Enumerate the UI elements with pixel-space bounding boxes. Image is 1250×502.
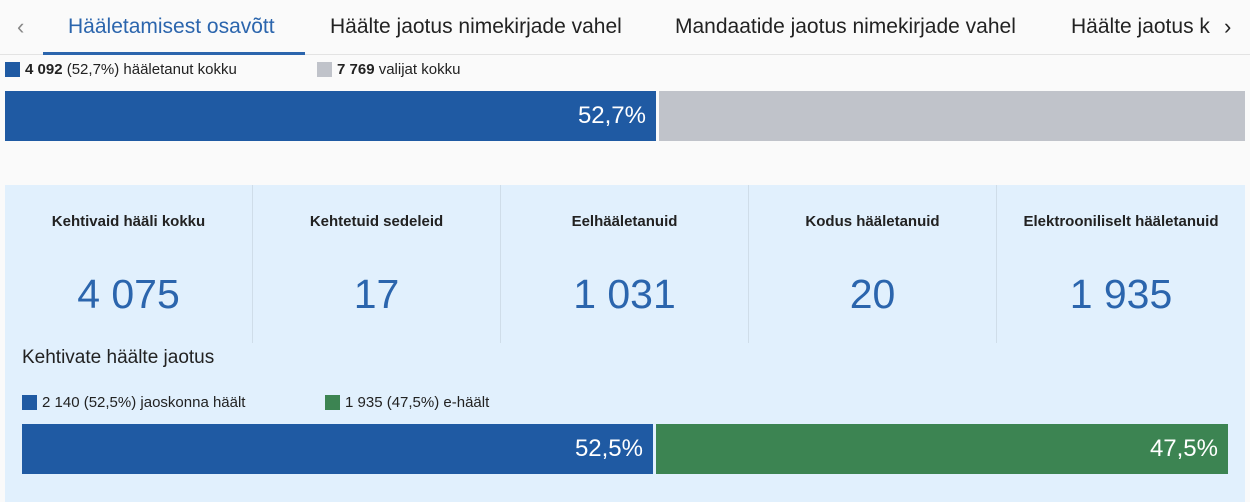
stat-title: Eelhääletanuid xyxy=(571,213,678,230)
stat-valid-votes: Kehtivaid hääli kokku 4 075 xyxy=(5,185,253,343)
stat-home-voters: Kodus hääletanuid 20 xyxy=(749,185,997,343)
stat-invalid-ballots: Kehtetuid sedeleid 17 xyxy=(253,185,501,343)
legend-precinct: 2 140 (52,5%) jaoskonna häält xyxy=(22,394,245,411)
stat-early-voters: Eelhääletanuid 1 031 xyxy=(501,185,749,343)
turnout-bar-rest xyxy=(659,91,1245,141)
active-tab-indicator xyxy=(43,52,305,55)
split-bar-e-votes: 47,5% xyxy=(656,424,1228,474)
voted-count: 4 092 xyxy=(25,61,63,78)
precinct-bar-label: 52,5% xyxy=(574,435,643,462)
stats-panel: Kehtivaid hääli kokku 4 075 Kehtetuid sed… xyxy=(5,185,1245,502)
legend-swatch-voted xyxy=(5,62,20,77)
stat-value: 1 031 xyxy=(573,271,676,317)
stat-title: Kehtetuid sedeleid xyxy=(309,213,444,230)
tab-turnout[interactable]: Hääletamisest osavõtt xyxy=(68,15,275,38)
chevron-right-icon[interactable]: › xyxy=(1218,14,1238,40)
split-bar-precinct: 52,5% xyxy=(22,424,653,474)
turnout-bar-voted: 52,7% xyxy=(5,91,656,141)
legend-voted: 4 092 (52,7%) hääletanut kokku xyxy=(5,61,237,78)
total-label: valijat kokku xyxy=(378,61,461,78)
stat-title: Elektrooniliselt hääletanuid xyxy=(1023,213,1219,230)
legend-swatch-e-votes xyxy=(325,395,340,410)
stat-value: 20 xyxy=(849,271,896,317)
tab-votes-by[interactable]: Häälte jaotus k xyxy=(1071,15,1210,38)
voted-label: (52,7%) hääletanut kokku xyxy=(66,61,237,78)
e-votes-bar-label: 47,5% xyxy=(1149,435,1218,462)
chevron-left-icon[interactable]: ‹ xyxy=(17,14,25,39)
precinct-legend-label: 2 140 (52,5%) jaoskonna häält xyxy=(42,394,246,411)
stat-value: 1 935 xyxy=(1069,271,1173,317)
legend-total: 7 769 valijat kokku xyxy=(317,61,460,78)
stat-electronic-voters: Elektrooniliselt hääletanuid 1 935 xyxy=(997,185,1245,343)
tab-votes-by-list[interactable]: Häälte jaotus nimekirjade vahel xyxy=(330,15,622,38)
legend-swatch-total xyxy=(317,62,332,77)
tab-mandates-by-list[interactable]: Mandaatide jaotus nimekirjade vahel xyxy=(675,15,1016,38)
legend-swatch-precinct xyxy=(22,395,37,410)
stat-title: Kehtivaid hääli kokku xyxy=(51,213,206,230)
e-votes-legend-label: 1 935 (47,5%) e-häält xyxy=(345,394,490,411)
tab-bar: ‹ Hääletamisest osavõtt Häälte jaotus ni… xyxy=(0,0,1250,55)
turnout-bar-label: 52,7% xyxy=(577,102,646,129)
total-count: 7 769 xyxy=(337,61,375,78)
split-title: Kehtivate häälte jaotus xyxy=(22,347,215,368)
stat-title: Kodus hääletanuid xyxy=(805,213,940,230)
legend-e-votes: 1 935 (47,5%) e-häält xyxy=(325,394,489,411)
stat-value: 4 075 xyxy=(77,271,180,317)
stat-value: 17 xyxy=(353,271,400,317)
